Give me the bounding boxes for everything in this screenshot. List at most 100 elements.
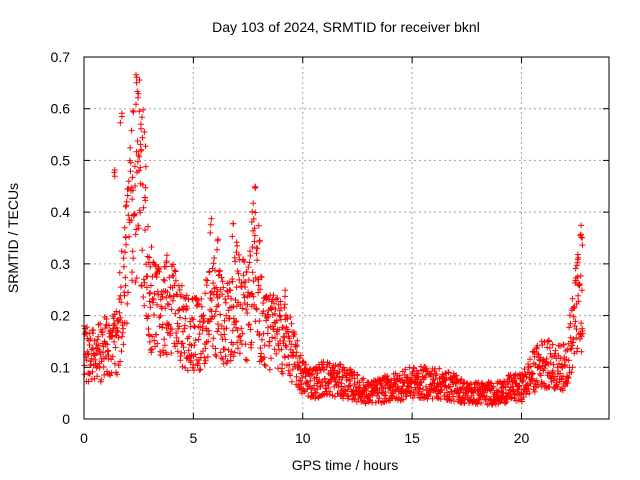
data-point bbox=[131, 163, 138, 170]
data-point bbox=[103, 316, 110, 322]
data-point bbox=[285, 353, 292, 360]
y-axis-label: SRMTID / TECUs bbox=[5, 183, 21, 293]
data-point bbox=[266, 338, 273, 345]
data-point bbox=[241, 294, 248, 301]
data-point bbox=[578, 222, 585, 229]
data-point bbox=[265, 313, 272, 320]
data-point bbox=[111, 360, 118, 367]
data-point bbox=[240, 291, 247, 298]
data-point bbox=[151, 312, 157, 318]
data-point bbox=[122, 282, 129, 289]
x-tick-label: 15 bbox=[404, 430, 420, 446]
data-point bbox=[168, 350, 175, 356]
data-point bbox=[262, 362, 269, 369]
data-point bbox=[192, 337, 199, 344]
data-point bbox=[578, 333, 585, 340]
data-point bbox=[139, 134, 146, 141]
data-point bbox=[180, 328, 186, 335]
data-point bbox=[560, 341, 567, 348]
data-point bbox=[216, 267, 223, 274]
data-point bbox=[242, 356, 249, 363]
data-point bbox=[482, 397, 489, 404]
data-point bbox=[109, 353, 116, 360]
data-point bbox=[99, 331, 106, 338]
data-point bbox=[121, 224, 128, 231]
data-point bbox=[510, 388, 517, 394]
data-point bbox=[172, 310, 179, 317]
data-point bbox=[360, 375, 367, 382]
data-point bbox=[307, 377, 314, 384]
data-point bbox=[274, 331, 280, 337]
data-point bbox=[503, 393, 510, 400]
chart-title: Day 103 of 2024, SRMTID for receiver bkn… bbox=[212, 19, 480, 35]
data-point bbox=[159, 293, 166, 300]
data-point bbox=[223, 325, 230, 332]
data-point bbox=[129, 196, 136, 203]
x-tick-label: 20 bbox=[514, 430, 530, 446]
data-point bbox=[137, 141, 144, 148]
data-point bbox=[226, 279, 233, 286]
data-point bbox=[532, 361, 539, 368]
data-point bbox=[151, 337, 158, 344]
data-point bbox=[557, 355, 564, 362]
data-point bbox=[527, 363, 534, 370]
data-point bbox=[232, 258, 239, 265]
data-point bbox=[198, 303, 205, 310]
data-point bbox=[573, 334, 580, 341]
x-axis-label: GPS time / hours bbox=[292, 457, 399, 473]
data-point bbox=[447, 383, 454, 390]
data-point bbox=[105, 352, 112, 359]
data-point bbox=[266, 366, 273, 373]
data-point bbox=[403, 393, 410, 400]
data-point bbox=[382, 389, 389, 395]
data-point bbox=[248, 344, 255, 351]
data-point bbox=[119, 333, 125, 340]
data-point bbox=[214, 246, 220, 253]
data-point bbox=[170, 261, 177, 268]
data-point bbox=[237, 337, 244, 344]
data-point bbox=[90, 327, 97, 334]
data-point bbox=[376, 395, 383, 402]
data-point bbox=[219, 356, 226, 363]
data-point bbox=[207, 290, 214, 296]
data-point bbox=[219, 291, 226, 298]
data-point bbox=[271, 346, 278, 353]
data-point bbox=[422, 372, 429, 379]
data-point bbox=[267, 305, 274, 312]
data-point bbox=[235, 334, 242, 340]
data-point bbox=[222, 336, 229, 343]
data-point bbox=[243, 269, 250, 276]
data-point bbox=[294, 337, 301, 344]
data-point bbox=[140, 204, 147, 211]
data-point bbox=[256, 237, 263, 244]
data-point bbox=[141, 194, 148, 201]
data-point bbox=[244, 310, 251, 317]
data-point bbox=[206, 331, 212, 338]
data-point bbox=[123, 198, 130, 205]
data-point bbox=[398, 396, 405, 403]
data-point bbox=[117, 314, 124, 321]
data-point bbox=[339, 395, 346, 402]
data-point bbox=[207, 221, 214, 228]
data-point bbox=[212, 345, 219, 352]
data-point bbox=[169, 297, 176, 304]
data-point bbox=[147, 263, 154, 270]
data-point bbox=[128, 217, 135, 224]
data-point bbox=[149, 299, 156, 306]
data-point bbox=[125, 178, 132, 185]
data-point bbox=[546, 344, 553, 351]
data-point bbox=[117, 284, 124, 291]
data-point bbox=[450, 393, 457, 400]
data-point bbox=[140, 106, 147, 113]
data-point bbox=[238, 325, 245, 332]
data-point bbox=[132, 183, 139, 189]
data-point bbox=[233, 303, 240, 310]
data-point bbox=[190, 367, 197, 374]
data-point bbox=[573, 262, 580, 269]
data-point bbox=[533, 377, 540, 384]
data-point bbox=[133, 275, 140, 281]
data-point bbox=[167, 332, 174, 339]
data-point bbox=[240, 272, 247, 279]
data-point bbox=[572, 265, 579, 272]
data-point bbox=[265, 324, 271, 331]
